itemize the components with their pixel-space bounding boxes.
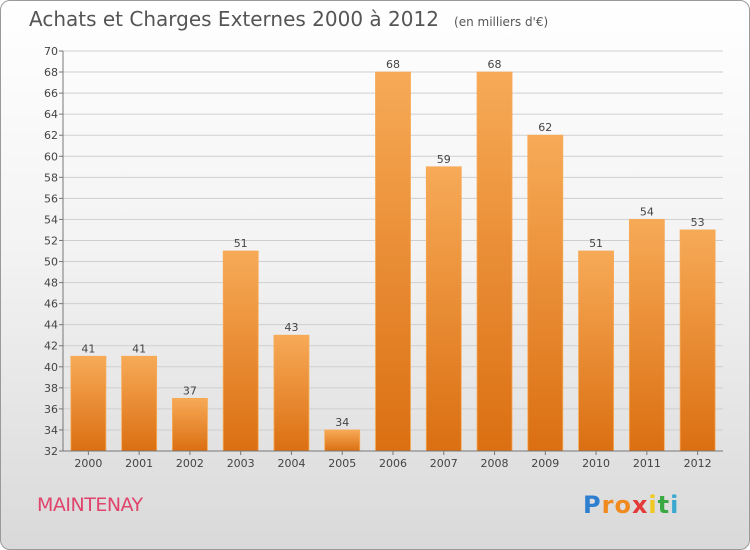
x-tick-label: 2007: [430, 457, 458, 470]
y-tick-label: 54: [44, 213, 58, 226]
x-tick-label: 2008: [481, 457, 509, 470]
x-tick-label: 2011: [633, 457, 661, 470]
bar-2004: [273, 334, 310, 452]
logo-letter: o: [614, 491, 632, 519]
y-tick-label: 44: [44, 319, 58, 332]
bar-2002: [172, 397, 208, 452]
bars: 41 41 37 51 43 34 68 59 68 62 51 54 53: [70, 58, 716, 452]
x-tick-label: 2009: [531, 457, 559, 470]
logo-letter: x: [631, 491, 649, 519]
x-tick-label: 2006: [379, 457, 407, 470]
y-tick-label: 32: [44, 445, 58, 458]
x-tick-label: 2012: [684, 457, 712, 470]
bar-2003: [222, 250, 259, 452]
x-tick-label: 2010: [582, 457, 610, 470]
y-tick-label: 68: [44, 66, 58, 79]
bar-value-label: 41: [81, 342, 95, 355]
y-tick-label: 58: [44, 171, 58, 184]
x-tick-label: 2004: [277, 457, 305, 470]
bar-2006: [375, 71, 411, 452]
bar-value-label: 68: [488, 58, 502, 71]
bar-value-label: 34: [335, 416, 349, 429]
y-tick-label: 48: [44, 277, 58, 290]
y-tick-label: 38: [44, 382, 58, 395]
y-tick-label: 62: [44, 129, 58, 142]
bar-2009: [527, 134, 564, 452]
logo-letter: t: [657, 491, 671, 519]
y-tick-label: 66: [44, 87, 58, 100]
y-tick-label: 46: [44, 298, 58, 311]
logo-letter: i: [670, 491, 680, 519]
x-tick-label: 2003: [227, 457, 255, 470]
bar-value-label: 37: [183, 384, 197, 397]
x-axis: 2000 2001 2002 2003 2004 2005 2006 2007 2008 2009…: [63, 450, 723, 470]
y-tick-label: 60: [44, 150, 58, 163]
bar-2010: [578, 250, 614, 452]
bar-value-label: 62: [538, 121, 552, 134]
proxiti-logo[interactable]: Proxiti: [583, 491, 679, 519]
y-tick-label: 56: [44, 192, 58, 205]
bar-2012: [679, 229, 716, 452]
y-tick-label: 64: [44, 108, 58, 121]
bar-value-label: 51: [589, 237, 603, 250]
bar-2000: [70, 355, 107, 452]
y-tick-label: 34: [44, 424, 58, 437]
x-tick-label: 2005: [328, 457, 356, 470]
x-tick-label: 2000: [74, 457, 102, 470]
y-tick-label: 50: [44, 256, 58, 269]
x-tick-label: 2002: [176, 457, 204, 470]
bar-value-label: 53: [691, 216, 705, 229]
bar-value-label: 51: [234, 237, 248, 250]
logo-letter: P: [583, 491, 602, 519]
logo-letter: i: [648, 491, 658, 519]
bar-value-label: 68: [386, 58, 400, 71]
y-tick-label: 52: [44, 234, 58, 247]
bar-value-label: 43: [284, 321, 298, 334]
chart-title-text: Achats et Charges Externes 2000 à 2012: [29, 7, 439, 31]
bar-value-label: 59: [437, 153, 451, 166]
y-tick-label: 36: [44, 403, 58, 416]
x-tick-label: 2001: [125, 457, 153, 470]
logo-letter: r: [601, 491, 615, 519]
bar-2008: [476, 71, 513, 452]
chart-title: Achats et Charges Externes 2000 à 2012 (…: [29, 7, 548, 31]
y-tick-label: 70: [44, 45, 58, 58]
y-tick-label: 40: [44, 361, 58, 374]
bar-2001: [121, 355, 158, 452]
bar-2005: [324, 429, 361, 452]
y-axis: 32 34 36 38 40 42 44 46 48 50 52 54 56 58 60 62 64 66 68 70: [44, 45, 64, 458]
city-name: MAINTENAY: [37, 494, 143, 516]
bar-2007: [425, 166, 462, 452]
bar-value-label: 41: [132, 342, 146, 355]
bar-2011: [628, 219, 665, 452]
chart-unit: (en milliers d'€): [454, 15, 549, 29]
bar-value-label: 54: [640, 205, 654, 218]
y-tick-label: 42: [44, 340, 58, 353]
